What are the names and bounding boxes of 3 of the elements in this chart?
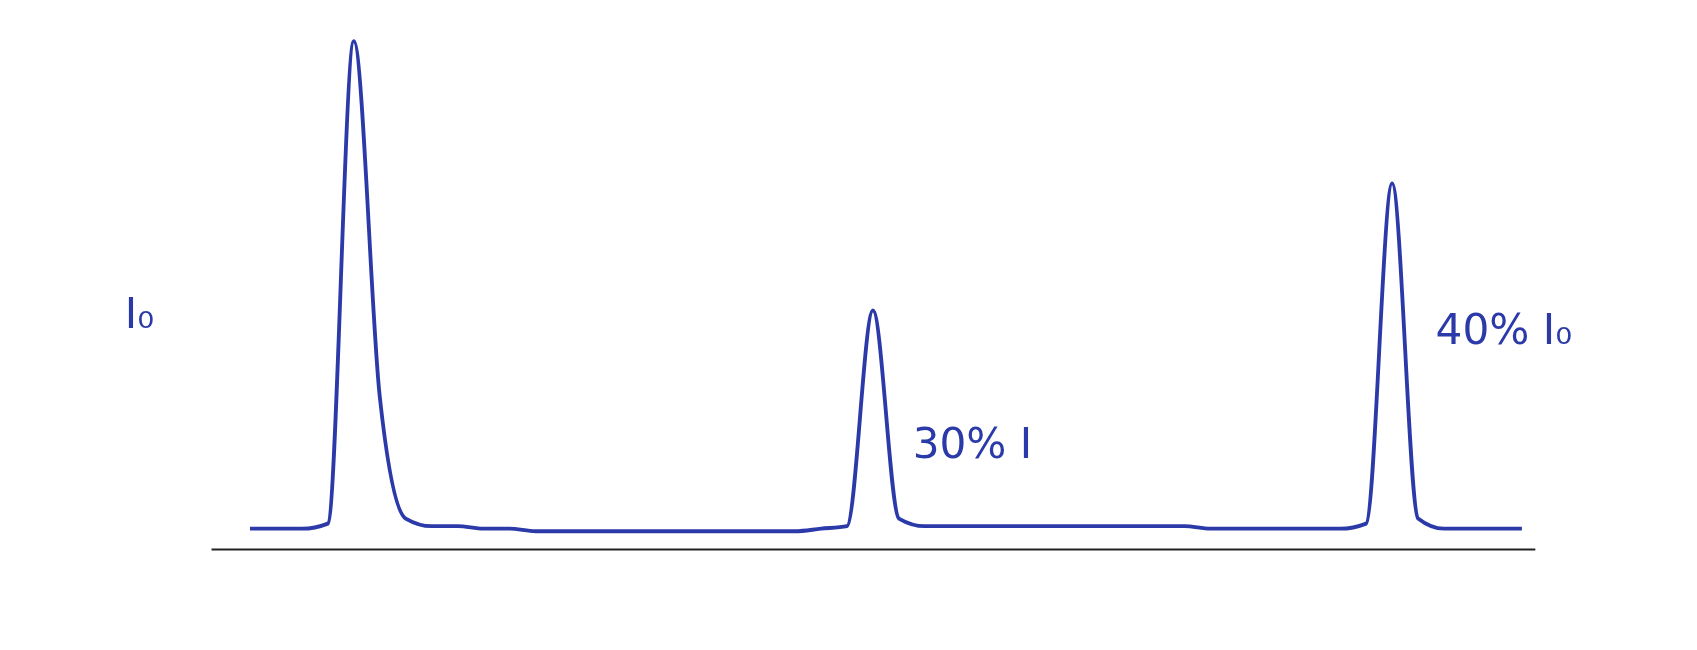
annotation: 30% I xyxy=(912,418,1033,468)
annotation: 40% I₀ xyxy=(1435,304,1573,354)
text: I₀ xyxy=(124,289,155,339)
